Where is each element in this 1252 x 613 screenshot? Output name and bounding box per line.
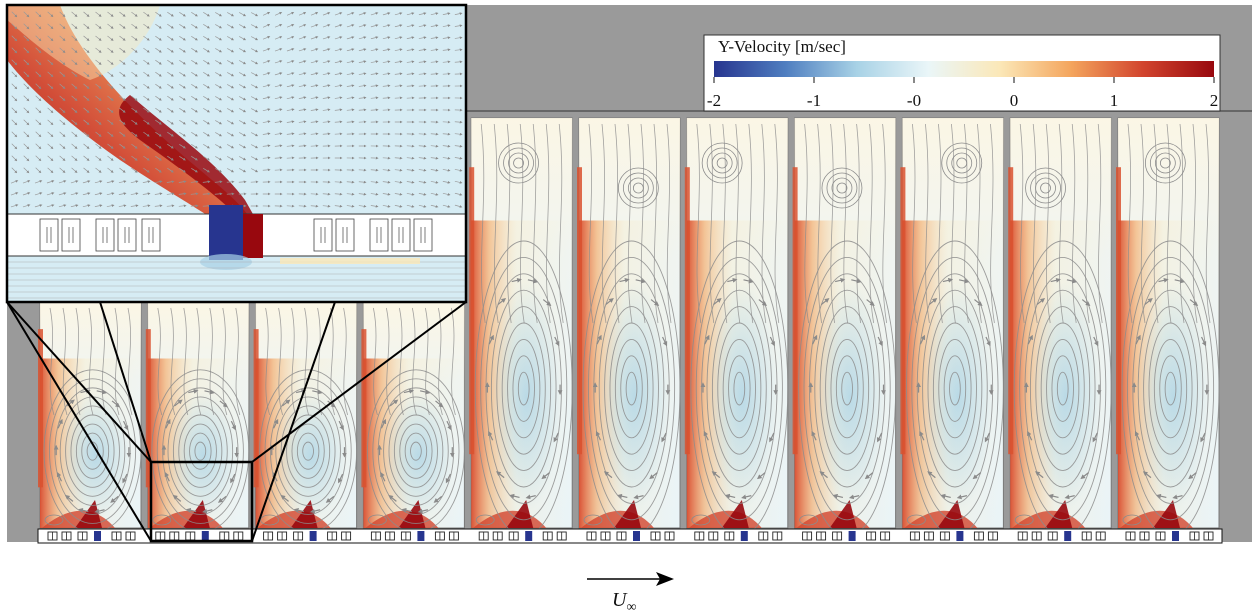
colorbar-tick-label: 1 xyxy=(1110,91,1119,110)
inset-blue-slot xyxy=(209,205,243,260)
cavity xyxy=(1116,117,1220,537)
cavity xyxy=(361,301,465,533)
inset-velocity-arrows xyxy=(10,11,463,208)
cavity xyxy=(900,117,1004,537)
colorbar-tick-label: -0 xyxy=(907,91,921,110)
cavity xyxy=(145,301,250,533)
flow-arrow-head xyxy=(656,572,674,586)
flow-direction: U∞ xyxy=(587,572,674,613)
zoom-line-far-left xyxy=(6,301,152,542)
cavity xyxy=(577,117,681,537)
flow-label: U∞ xyxy=(612,589,636,613)
colorbar-gradient-bar xyxy=(714,61,1214,77)
colorbar-ticks: -2 -1 -0 0 1 2 xyxy=(707,77,1218,110)
zoom-line-right-bottom xyxy=(251,301,336,542)
inset-jet-core xyxy=(119,95,262,230)
colorbar-tick-label: -1 xyxy=(807,91,821,110)
inset-upper-warm xyxy=(7,5,160,80)
zoom-source-box xyxy=(149,460,254,543)
flow-symbol: U xyxy=(612,589,628,611)
inset-lower-flow xyxy=(7,258,466,299)
cavity xyxy=(1008,117,1112,537)
cavity xyxy=(253,301,358,533)
inset-red-edge xyxy=(243,214,263,258)
inset xyxy=(5,3,468,304)
flow-subscript: ∞ xyxy=(626,600,636,613)
colorbar-title: Y-Velocity [m/sec] xyxy=(718,37,846,56)
zoom-line-left-bottom xyxy=(99,301,152,463)
cavity xyxy=(684,117,789,537)
plate-slots xyxy=(47,531,1214,541)
colorbar-tick-label: -2 xyxy=(707,91,721,110)
inset-slot-pattern xyxy=(39,218,433,252)
colorbar-tick-label: 2 xyxy=(1210,91,1219,110)
cavity xyxy=(38,301,142,533)
colorbar-tick-label: 0 xyxy=(1010,91,1019,110)
cavity-array xyxy=(38,117,1220,537)
bottom-plate xyxy=(37,528,1223,544)
cavity xyxy=(792,117,897,537)
colorbar: Y-Velocity [m/sec] -2 -1 -0 0 1 2 xyxy=(703,34,1221,112)
zoom-line-left-top xyxy=(6,301,152,463)
inset-frame xyxy=(5,3,468,304)
cavity xyxy=(469,117,573,537)
